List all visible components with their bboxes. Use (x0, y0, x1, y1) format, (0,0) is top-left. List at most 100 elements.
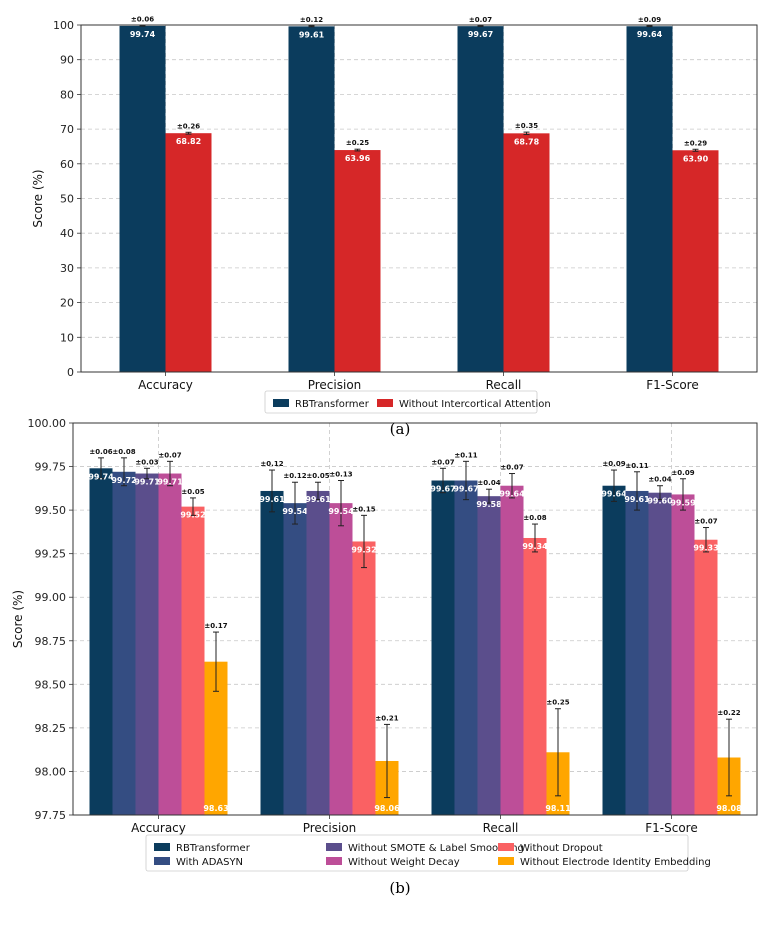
bar-without-dropout-f1-score (694, 539, 718, 815)
bar-without-intercortical-attention-accuracy (165, 133, 212, 372)
value-label: 68.78 (514, 137, 540, 146)
y-tick-label: 50 (60, 193, 74, 206)
error-label: ±0.04 (648, 476, 671, 484)
value-label: 63.96 (345, 154, 371, 163)
error-label: ±0.22 (717, 709, 740, 717)
error-label: ±0.07 (694, 518, 717, 526)
value-label: 99.64 (637, 30, 663, 39)
bar-rbtransformer-precision (288, 26, 335, 372)
legend-swatch-without-weight-decay (326, 857, 342, 865)
bar-rbtransformer-precision (260, 490, 284, 815)
x-tick-label: Recall (486, 378, 522, 392)
legend-swatch-without-electrode-identity-embedding (498, 857, 514, 865)
legend-box (145, 834, 689, 872)
legend-label: Without Dropout (520, 843, 603, 854)
bar-rbtransformer-recall (431, 480, 455, 815)
value-label: 98.11 (545, 804, 571, 813)
y-axis-label: Score (%) (11, 590, 25, 648)
bar-without-smote-label-smoothing-accuracy (135, 473, 159, 815)
y-axis-label: Score (%) (31, 169, 45, 227)
legend-swatch-rbtransformer (273, 399, 289, 407)
x-tick-label: Precision (308, 378, 362, 392)
error-label: ±0.03 (135, 458, 158, 466)
error-label: ±0.13 (329, 470, 352, 478)
y-tick-label: 90 (60, 54, 74, 67)
y-tick-label: 20 (60, 297, 74, 310)
legend-box (264, 390, 538, 414)
y-tick-label: 40 (60, 227, 74, 240)
bar-without-intercortical-attention-recall (503, 133, 550, 372)
legend-label: Without Electrode Identity Embedding (520, 857, 711, 868)
value-label: 99.64 (499, 490, 525, 499)
error-label: ±0.05 (306, 472, 329, 480)
error-label: ±0.07 (500, 464, 523, 472)
error-label: ±0.12 (283, 472, 306, 480)
y-tick-label: 99.00 (35, 591, 67, 604)
y-tick-label: 100 (53, 19, 74, 32)
value-label: 99.34 (522, 542, 548, 551)
x-tick-label: Accuracy (131, 821, 186, 835)
error-label: ±0.11 (625, 462, 648, 470)
value-label: 99.74 (88, 472, 114, 481)
legend-label: RBTransformer (295, 399, 370, 410)
error-label: ±0.09 (638, 16, 661, 24)
value-label: 98.06 (374, 804, 400, 813)
value-label: 99.32 (351, 545, 376, 554)
value-label: 99.72 (111, 476, 136, 485)
bar-rbtransformer-accuracy (119, 25, 166, 373)
plot-frame (72, 422, 758, 816)
y-tick-label: 98.50 (35, 678, 67, 691)
error-label: ±0.12 (300, 16, 323, 24)
bar-with-adasyn-accuracy (112, 471, 136, 815)
value-label: 99.61 (259, 495, 285, 504)
bar-rbtransformer-accuracy (89, 468, 113, 815)
legend-label: RBTransformer (176, 843, 251, 854)
bar-without-smote-label-smoothing-precision (306, 490, 330, 815)
value-label: 99.61 (624, 495, 650, 504)
error-label: ±0.08 (112, 448, 135, 456)
value-label: 99.58 (476, 500, 502, 509)
value-label: 68.82 (176, 137, 201, 146)
legend-label: Without Weight Decay (348, 857, 460, 868)
error-label: ±0.06 (89, 448, 112, 456)
error-label: ±0.15 (352, 505, 375, 513)
y-tick-label: 99.75 (35, 461, 67, 474)
value-label: 99.54 (328, 507, 354, 516)
error-label: ±0.09 (602, 460, 625, 468)
y-tick-label: 70 (60, 123, 74, 136)
x-tick-label: F1-Score (645, 821, 697, 835)
legend-label: With ADASYN (176, 857, 243, 868)
error-label: ±0.07 (431, 458, 454, 466)
error-label: ±0.11 (454, 451, 477, 459)
legend-label: Without SMOTE & Label Smoothing (348, 843, 524, 854)
error-label: ±0.29 (684, 139, 707, 147)
y-tick-label: 98.75 (35, 635, 67, 648)
bar-without-smote-label-smoothing-f1-score (648, 492, 672, 815)
legend-swatch-without-intercortical-attention (377, 399, 393, 407)
value-label: 99.74 (130, 30, 156, 39)
legend-swatch-with-adasyn (154, 857, 170, 865)
error-label: ±0.17 (204, 622, 227, 630)
value-label: 99.67 (453, 484, 478, 493)
value-label: 99.67 (430, 484, 455, 493)
caption-b: (b) (389, 879, 410, 897)
error-label: ±0.21 (375, 714, 398, 722)
bar-with-adasyn-f1-score (625, 490, 649, 815)
bar-without-dropout-accuracy (181, 506, 205, 815)
bar-without-smote-label-smoothing-recall (477, 496, 501, 815)
value-label: 99.71 (157, 478, 183, 487)
y-tick-label: 0 (67, 366, 74, 379)
bar-without-weight-decay-accuracy (158, 473, 182, 815)
y-tick-label: 99.25 (35, 548, 67, 561)
value-label: 99.67 (468, 30, 493, 39)
y-tick-label: 98.00 (35, 765, 67, 778)
caption-a: (a) (390, 420, 411, 438)
error-label: ±0.26 (177, 122, 200, 130)
value-label: 63.90 (683, 154, 709, 163)
bar-without-intercortical-attention-f1-score (672, 150, 719, 372)
error-label: ±0.05 (181, 488, 204, 496)
value-label: 99.60 (647, 497, 673, 506)
y-tick-label: 98.25 (35, 722, 67, 735)
chart-a: 0 10 20 30 40 50 60 70 80 90 100 ±0.06 99.74 ±0.12 99.… (31, 16, 758, 414)
